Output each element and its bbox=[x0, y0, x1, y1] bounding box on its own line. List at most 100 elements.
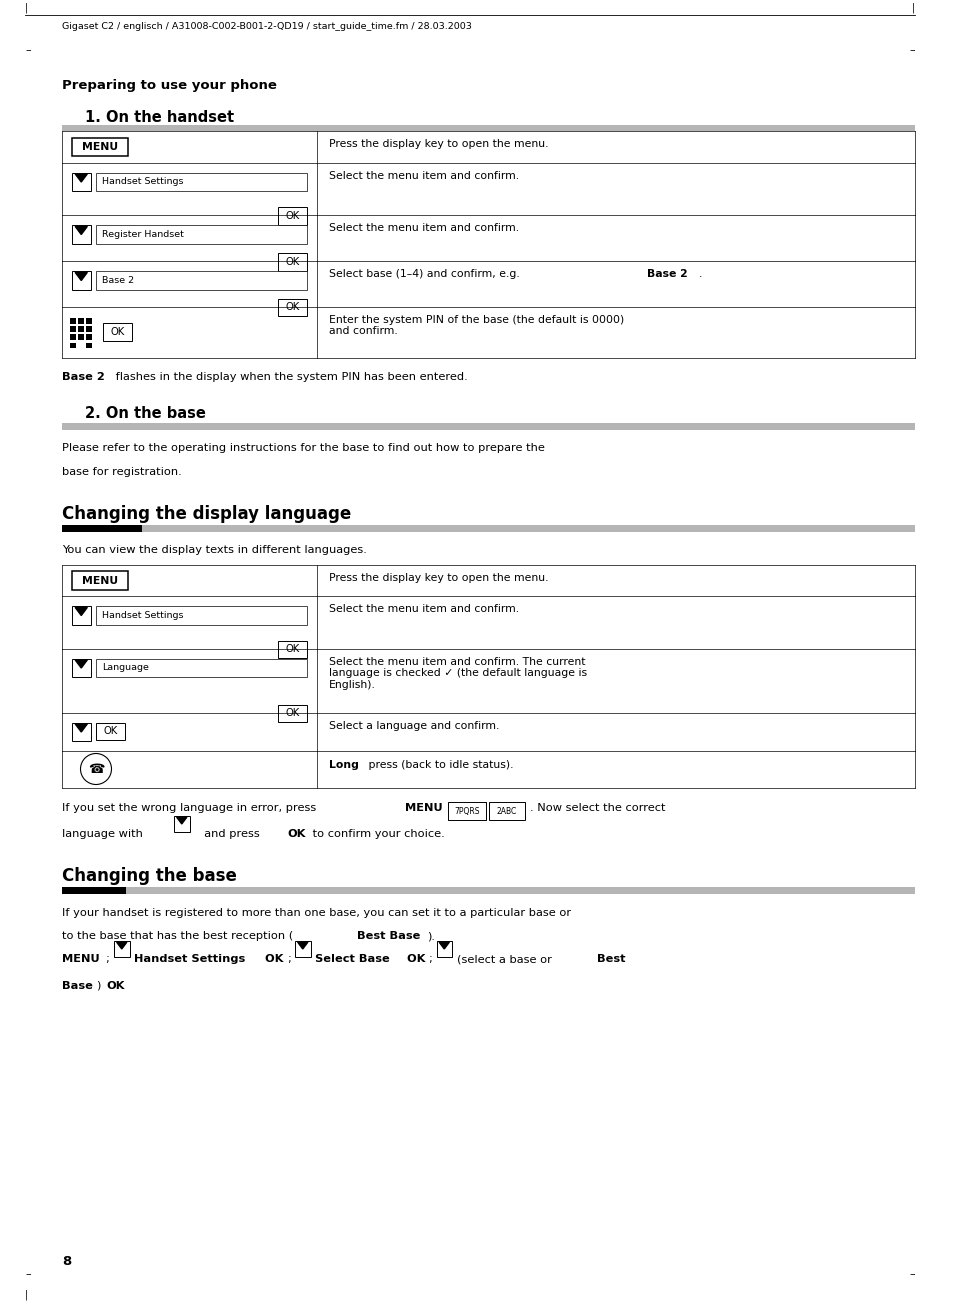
Text: and press: and press bbox=[196, 829, 263, 839]
Bar bbox=[489, 801, 524, 819]
Bar bbox=[71, 225, 91, 243]
Text: OK: OK bbox=[103, 727, 117, 736]
Text: Base 2: Base 2 bbox=[646, 269, 687, 278]
Bar bbox=[436, 941, 452, 957]
Bar bbox=[448, 801, 486, 819]
Text: flashes in the display when the system PIN has been entered.: flashes in the display when the system P… bbox=[112, 371, 467, 382]
Bar bbox=[70, 318, 75, 324]
Bar bbox=[96, 173, 307, 191]
Bar bbox=[71, 137, 128, 157]
Bar bbox=[71, 723, 91, 741]
Text: If you set the wrong language in error, press: If you set the wrong language in error, … bbox=[62, 802, 319, 813]
Text: OK: OK bbox=[285, 708, 299, 719]
Text: Base: Base bbox=[62, 980, 92, 991]
Text: OK: OK bbox=[285, 256, 299, 267]
Text: ).: ). bbox=[427, 931, 435, 941]
Text: OK: OK bbox=[402, 954, 424, 965]
Text: 8: 8 bbox=[62, 1255, 71, 1268]
Text: MENU: MENU bbox=[62, 954, 99, 965]
Bar bbox=[71, 606, 91, 625]
Polygon shape bbox=[75, 272, 88, 281]
Polygon shape bbox=[75, 724, 88, 732]
Text: Select Base: Select Base bbox=[314, 954, 390, 965]
Text: MENU: MENU bbox=[82, 142, 118, 152]
Text: Register Handset: Register Handset bbox=[102, 230, 184, 239]
Text: 2. On the base: 2. On the base bbox=[85, 405, 206, 421]
Text: Best: Best bbox=[592, 954, 624, 965]
Polygon shape bbox=[438, 942, 449, 949]
Bar bbox=[70, 327, 75, 332]
Bar bbox=[71, 571, 128, 589]
Bar bbox=[277, 207, 307, 225]
Bar bbox=[70, 335, 75, 340]
Bar bbox=[126, 887, 914, 894]
Text: base for registration.: base for registration. bbox=[62, 467, 182, 477]
Bar bbox=[78, 335, 84, 340]
Text: ): ) bbox=[97, 980, 105, 991]
Bar bbox=[70, 342, 75, 349]
Text: ☎: ☎ bbox=[88, 762, 104, 775]
Text: 1. On the handset: 1. On the handset bbox=[85, 110, 233, 125]
Text: . Now select the correct: . Now select the correct bbox=[530, 802, 665, 813]
Text: Base 2: Base 2 bbox=[62, 371, 105, 382]
Bar bbox=[95, 723, 125, 740]
Bar bbox=[62, 524, 142, 532]
Bar bbox=[62, 423, 914, 430]
Text: OK: OK bbox=[261, 954, 283, 965]
Text: .: . bbox=[699, 269, 701, 278]
Text: Press the display key to open the menu.: Press the display key to open the menu. bbox=[329, 139, 548, 149]
Text: Select base (1–4) and confirm, e.g.: Select base (1–4) and confirm, e.g. bbox=[329, 269, 522, 278]
Bar bbox=[96, 659, 307, 677]
Polygon shape bbox=[75, 660, 88, 668]
Polygon shape bbox=[297, 942, 308, 949]
Text: press (back to idle status).: press (back to idle status). bbox=[365, 759, 513, 770]
Polygon shape bbox=[176, 817, 187, 823]
Bar bbox=[173, 816, 190, 831]
Text: OK: OK bbox=[285, 302, 299, 312]
Text: OK: OK bbox=[285, 210, 299, 221]
Polygon shape bbox=[75, 226, 88, 234]
Bar bbox=[96, 606, 307, 625]
Polygon shape bbox=[75, 174, 88, 182]
Bar bbox=[277, 298, 307, 316]
Bar bbox=[62, 124, 914, 131]
Text: Gigaset C2 / englisch / A31008-C002-B001-2-QD19 / start_guide_time.fm / 28.03.20: Gigaset C2 / englisch / A31008-C002-B001… bbox=[62, 22, 472, 31]
Text: |: | bbox=[25, 1289, 29, 1299]
Bar bbox=[294, 941, 310, 957]
Text: MENU: MENU bbox=[405, 802, 442, 813]
Text: Language: Language bbox=[102, 663, 149, 672]
Bar bbox=[96, 271, 307, 289]
Circle shape bbox=[80, 754, 112, 784]
Bar bbox=[277, 254, 307, 271]
Bar bbox=[78, 318, 84, 324]
Text: You can view the display texts in different languages.: You can view the display texts in differ… bbox=[62, 545, 367, 555]
Text: Select the menu item and confirm. The current
language is checked ✓ (the default: Select the menu item and confirm. The cu… bbox=[329, 656, 586, 690]
Text: Select the menu item and confirm.: Select the menu item and confirm. bbox=[329, 604, 518, 614]
Bar bbox=[113, 941, 130, 957]
Polygon shape bbox=[116, 942, 127, 949]
Bar bbox=[277, 704, 307, 721]
Text: 2ABC: 2ABC bbox=[497, 806, 517, 816]
Text: Handset Settings: Handset Settings bbox=[133, 954, 245, 965]
Bar bbox=[71, 659, 91, 677]
Bar bbox=[96, 225, 307, 243]
Text: to confirm your choice.: to confirm your choice. bbox=[309, 829, 444, 839]
Bar bbox=[103, 323, 132, 341]
Text: MENU: MENU bbox=[82, 575, 118, 586]
Text: (select a base or: (select a base or bbox=[456, 954, 551, 965]
Text: to the base that has the best reception (: to the base that has the best reception … bbox=[62, 931, 293, 941]
Bar bbox=[62, 887, 126, 894]
Text: OK: OK bbox=[106, 980, 125, 991]
Text: If your handset is registered to more than one base, you can set it to a particu: If your handset is registered to more th… bbox=[62, 907, 571, 918]
Bar bbox=[87, 318, 92, 324]
Text: Best Base: Best Base bbox=[356, 931, 420, 941]
Bar bbox=[71, 271, 91, 289]
Text: OK: OK bbox=[287, 829, 305, 839]
Text: 7PQRS: 7PQRS bbox=[454, 806, 479, 816]
Text: Base 2: Base 2 bbox=[102, 276, 134, 285]
Bar bbox=[87, 327, 92, 332]
Text: ;: ; bbox=[287, 954, 291, 965]
Text: Select the menu item and confirm.: Select the menu item and confirm. bbox=[329, 223, 518, 233]
Bar bbox=[142, 524, 914, 532]
Text: Please refer to the operating instructions for the base to find out how to prepa: Please refer to the operating instructio… bbox=[62, 443, 544, 452]
